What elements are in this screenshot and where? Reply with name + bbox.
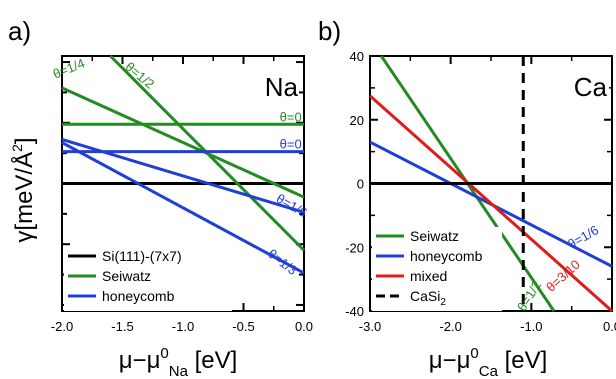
ylabel-sup: 2 xyxy=(9,144,25,152)
y-tick-label: -20 xyxy=(345,240,364,255)
series-line-1-4 xyxy=(61,86,305,199)
x-tick-label: -1.0 xyxy=(172,319,194,334)
y-tick-label: 20 xyxy=(350,113,364,128)
series-line-1-6 xyxy=(61,138,305,214)
panel-b-legend: Seiwatz honeycomb mixed CaSi2 xyxy=(372,227,502,311)
panel-b-series xyxy=(369,55,613,313)
y-tick-label: -40 xyxy=(345,304,364,319)
xlabel-a-main: μ−μ xyxy=(119,347,161,374)
x-tick-label: -2.0 xyxy=(439,319,461,334)
legend-label-sub: 2 xyxy=(440,297,446,308)
legend-label-honeycomb: honeycomb xyxy=(102,288,175,304)
panel-a-series xyxy=(61,54,306,275)
ylabel-end: ] xyxy=(11,137,38,144)
series-line-1-2 xyxy=(109,54,306,252)
panel-a-corner-label: Na xyxy=(265,72,299,102)
xlabel-a-end: [eV] xyxy=(188,347,237,374)
x-tick-label: -3.0 xyxy=(359,319,381,334)
legend-label-main: mixed xyxy=(410,268,447,284)
xlabel-b-sup: 0 xyxy=(470,345,478,362)
legend-label-main: honeycomb xyxy=(410,248,483,264)
xlabel-a-sub: Na xyxy=(169,363,189,379)
panel-b-corner-bg xyxy=(555,70,609,102)
x-tick-label: -1.5 xyxy=(111,319,133,334)
legend-label-mixed: mixed xyxy=(410,268,447,284)
panel-a-ticks: -2.0 -1.5 -1.0 -0.5 0.0 xyxy=(51,56,313,334)
x-tick-label: 0.0 xyxy=(295,319,313,334)
panel-b: b) -3.0-2.0-1.00.040200-20-40 θ=1/6θ=3/1… xyxy=(318,16,616,379)
legend-label-casi: CaSi2 xyxy=(410,288,446,308)
xlabel-b-main: μ−μ xyxy=(429,347,471,374)
panel-a: a) -2.0 -1.5 -1.0 -0.5 0.0 θ=1/4 θ=1/2θ=0θ=0θ… xyxy=(8,16,313,379)
x-tick-label: 0.0 xyxy=(603,319,616,334)
legend-label-seiwatz: Seiwatz xyxy=(410,228,459,244)
y-tick-label: 0 xyxy=(357,177,364,192)
panel-a-label: a) xyxy=(8,16,31,46)
y-tick-label: 40 xyxy=(350,49,364,64)
annotation-0: θ=0 xyxy=(280,109,302,124)
x-tick-label: -2.0 xyxy=(51,319,73,334)
ylabel-main: γ[meV/Å xyxy=(10,152,38,243)
panel-b-xlabel: μ−μ0Ca [eV] xyxy=(429,345,548,379)
legend-label-main: honeycomb xyxy=(102,288,175,304)
annotation-1-3: θ=1/3 xyxy=(265,246,300,278)
panel-b-ticks: -3.0 -2.0 -1.0 0.0 40 20 0 -20 -40 xyxy=(345,49,616,334)
legend-label-main: Seiwatz xyxy=(102,268,151,284)
panel-b-corner-label: Ca xyxy=(574,72,608,102)
legend-label-honeycomb: honeycomb xyxy=(410,248,483,264)
annotation-3-10: θ=3/10 xyxy=(543,257,583,295)
panel-a-legend: Si(111)-(7x7) Seiwatz honeycomb xyxy=(64,247,232,311)
annotation-1-2: θ=1/2 xyxy=(514,278,544,314)
annotation-1-6: θ=1/6 xyxy=(565,222,601,251)
legend-label-main: CaSi xyxy=(410,288,440,304)
legend-label-main: Si(111)-(7x7) xyxy=(102,248,182,264)
series-line-mixed xyxy=(369,94,613,313)
xlabel-b-sub: Ca xyxy=(479,363,499,379)
panel-a-xlabel: μ−μ0Na [eV] xyxy=(119,345,238,379)
panel-b-label: b) xyxy=(318,16,341,46)
legend-background xyxy=(64,247,232,311)
x-tick-label: -0.5 xyxy=(232,319,254,334)
annotation-1-4: θ=1/4 xyxy=(51,55,87,81)
legend-label-seiwatz: Seiwatz xyxy=(102,268,151,284)
legend-label-si-111-7x7: Si(111)-(7x7) xyxy=(102,248,182,264)
xlabel-a-sup: 0 xyxy=(160,345,168,362)
xlabel-b-end: [eV] xyxy=(498,347,547,374)
legend-label-main: Seiwatz xyxy=(410,228,459,244)
panel-a-ylabel: γ[meV/Å2] xyxy=(9,137,38,242)
annotation-0: θ=0 xyxy=(280,137,302,152)
x-tick-label: -1.0 xyxy=(520,319,542,334)
series-line-1-3 xyxy=(61,141,305,275)
